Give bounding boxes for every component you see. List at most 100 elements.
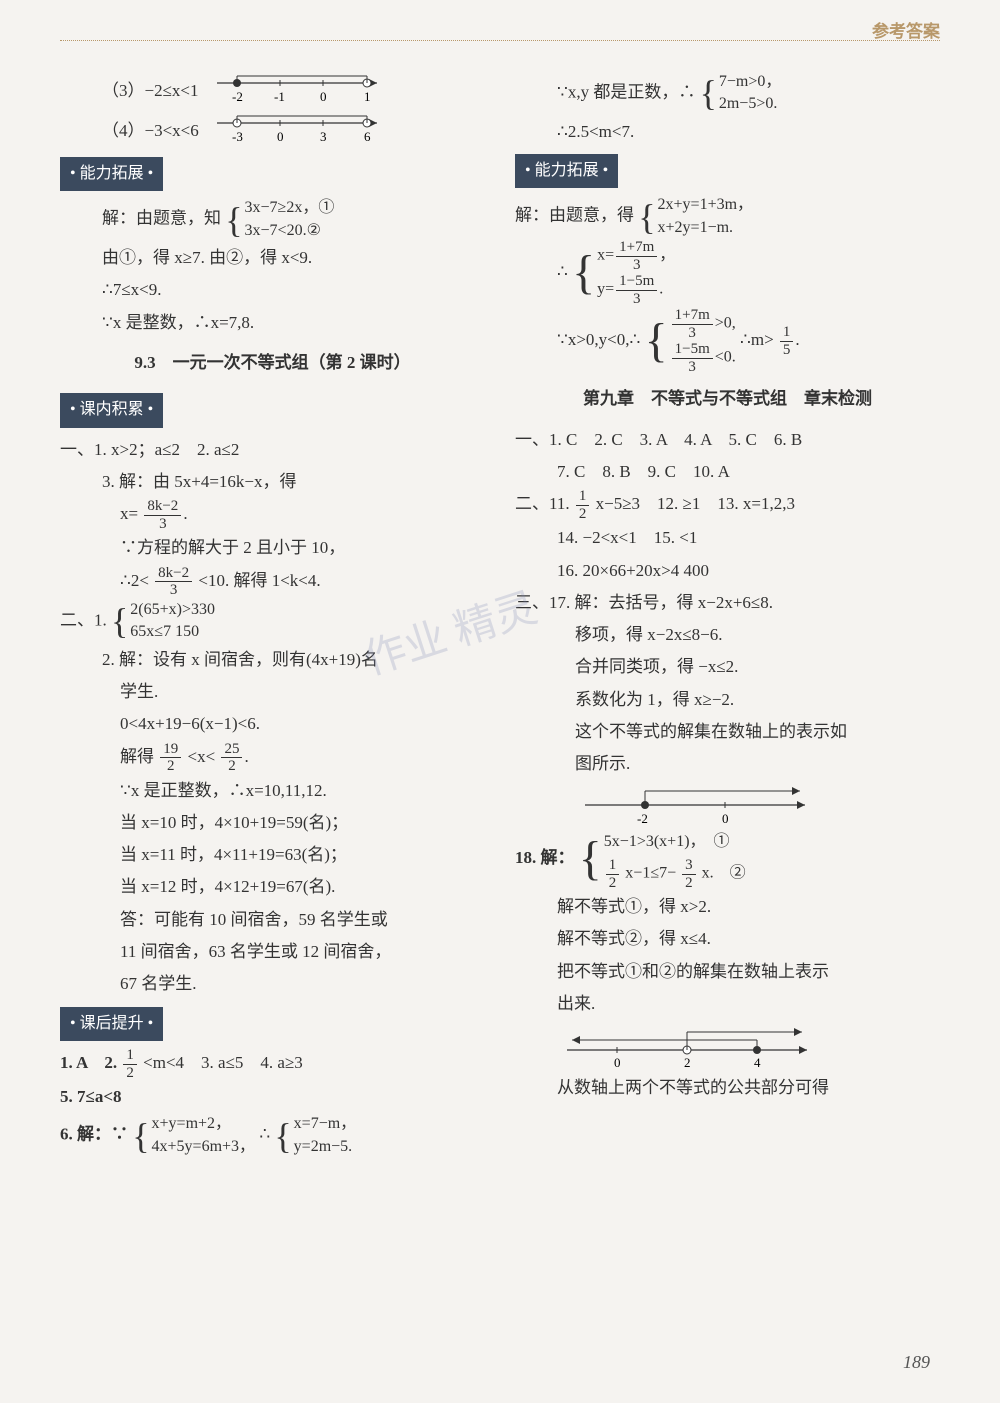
sys-line: x=7−m， [294,1113,357,1135]
sys-line: 4x+5y=6m+3， [152,1136,256,1158]
ii2d: ∵x 是正整数，∴x=10,11,12. [60,775,485,807]
ii2j: 67 名学生. [60,968,485,1000]
tag-ability-right: • 能力拓展 • [515,154,618,188]
item4-label: （4）−3<x<6 [102,115,199,147]
sys-line: 5x−1>3(x+1)， ① [604,827,746,857]
i3b: x= 8k−23. [60,498,485,532]
sys-line: 7−m>0， [719,71,782,93]
sys-line: y=2m−5. [294,1136,357,1158]
tag-after: • 课后提升 • [60,1007,163,1041]
sys-line: 2(65+x)>330 [130,599,215,621]
svg-text:6: 6 [364,129,371,144]
s17e: 这个不等式的解集在数轴上的表示如 [515,716,940,748]
a-row2: 5. 7≤a<8 [60,1081,485,1113]
r3-a: ∵x>0,y<0,∴ [557,330,640,349]
sol1a-text: 解：由题意，知 [102,209,221,228]
sys-line: 3x−7≥2x，① [245,197,335,219]
i3d-a: ∴2< [120,571,149,590]
svg-text:-2: -2 [232,89,243,104]
ii1-pre: 二、1. [60,610,107,629]
r2-sol: ∴ { x=1+7m3， y=1−5m3. [515,239,940,307]
r3s1t: >0, [715,315,736,332]
ii2f: 当 x=11 时，4×11+19=63(名)； [60,839,485,871]
ii2h: 答：可能有 10 间宿舍，59 名学生或 [60,904,485,936]
r1: ∵x,y 都是正数，∴ { 7−m>0， 2m−5>0. [515,71,940,116]
fb-pre: 二、11. [515,494,574,513]
r3s2t: <0. [715,349,736,366]
sys-line: 3x−7<20.② [245,220,335,242]
a6-pre: 6. 解：∵ [60,1125,128,1144]
s18: 18. 解： { 5x−1>3(x+1)， ① 12 x−1≤7− 32 x. … [515,827,940,891]
tag-inclass: • 课内积累 • [60,393,163,427]
tag-ability-left: • 能力拓展 • [60,157,163,191]
left-column: （3）−2≤x<1 -2 -1 0 1 [60,71,485,1158]
s18-numberline: 0 2 4 [515,1020,940,1072]
ii2b: 0<4x+19−6(x−1)<6. [60,708,485,740]
ii2e: 当 x=10 时，4×10+19=59(名)； [60,807,485,839]
page-number: 189 [903,1352,930,1373]
sol1-c: ∴7≤x<9. [60,274,485,306]
r3: ∵x>0,y<0,∴ { 1+7m3>0, 1−5m3<0. ∴m> 15. [515,307,940,375]
a-row1-b: <m<4 3. a≤5 4. a≥3 [143,1053,303,1072]
r2s2a: y= [597,281,614,298]
i3a: 3. 解：由 5x+4=16k−x，得 [60,466,485,498]
r2-a: 解：由题意，得 [515,206,634,225]
ii2a: 2. 解：设有 x 间宿舍，则有(4x+19)名 [60,644,485,676]
item-3: （3）−2≤x<1 -2 -1 0 1 [60,71,485,111]
fb-post: x−5≥3 12. ≥1 13. x=1,2,3 [596,494,795,513]
svg-text:4: 4 [754,1055,761,1070]
item-4: （4）−3<x<6 -3 0 3 6 [60,111,485,151]
ii2i: 11 间宿舍，63 名学生或 12 间宿舍， [60,936,485,968]
title-9-3: 9.3 一元一次不等式组（第 2 课时） [60,347,485,379]
i3d-b: <10. 解得 1<k<4. [198,571,320,590]
s18-post: x. ② [702,865,746,882]
svg-text:-2: -2 [637,811,648,826]
sol1-d: ∵x 是整数，∴x=7,8. [60,307,485,339]
r2: 解：由题意，得 { 2x+y=1+3m， x+2y=1−m. [515,194,940,239]
svg-text:0: 0 [277,129,284,144]
fb-row2: 14. −2<x<1 15. <1 [515,522,940,554]
ii1: 二、1. { 2(65+x)>330 65x≤7 150 [60,599,485,644]
numberline-4: -3 0 3 6 [207,111,387,151]
svg-text:0: 0 [722,811,729,826]
s18e: 从数轴上两个不等式的公共部分可得 [515,1072,940,1104]
s18c: 把不等式①和②的解集在数轴上表示 [515,956,940,988]
a6: 6. 解：∵ { x+y=m+2， 4x+5y=6m+3， ∴ { x=7−m，… [60,1113,485,1158]
sys-line: x+y=m+2， [152,1113,256,1135]
i3c: ∵方程的解大于 2 且小于 10， [60,532,485,564]
svg-text:1: 1 [364,89,371,104]
a-row1-a: 1. A 2. [60,1053,121,1072]
mc-row1: 一、1. C 2. C 3. A 4. A 5. C 6. B [515,424,940,456]
s17c: 合并同类项，得 −x≤2. [515,651,940,683]
svg-text:-1: -1 [274,89,285,104]
header-rule: 参考答案 [60,40,940,41]
s17f: 图所示. [515,748,940,780]
ii2c-mid: <x< [188,747,216,766]
r1-a: ∵x,y 都是正数，∴ [557,82,695,101]
i3b-lhs: x= [120,504,138,523]
s18-pre: 18. 解： [515,848,575,867]
r2-mid: ∴ [557,262,568,281]
svg-text:0: 0 [320,89,327,104]
right-column: ∵x,y 都是正数，∴ { 7−m>0， 2m−5>0. ∴2.5<m<7. •… [515,71,940,1158]
sys-line: 65x≤7 150 [130,621,215,643]
s18a: 解不等式①，得 x>2. [515,891,940,923]
ii2c: 解得 192 <x< 252. [60,741,485,775]
sys-line: x+2y=1−m. [658,217,754,239]
svg-text:3: 3 [320,129,327,144]
s17b: 移项，得 x−2x≤8−6. [515,619,940,651]
fb-row1: 二、11. 12 x−5≥3 12. ≥1 13. x=1,2,3 [515,488,940,522]
r1b: ∴2.5<m<7. [515,116,940,148]
chapter-title: 第九章 不等式与不等式组 章末检测 [515,383,940,415]
svg-text:2: 2 [684,1055,691,1070]
s17-numberline: -2 0 [515,781,940,827]
sol1-line-a: 解：由题意，知 { 3x−7≥2x，① 3x−7<20.② [60,197,485,242]
sol1-system: { 3x−7≥2x，① 3x−7<20.② [225,197,334,242]
s17a: 三、17. 解：去括号，得 x−2x+6≤8. [515,587,940,619]
sys-line: 2x+y=1+3m， [658,194,754,216]
fb-row3: 16. 20×66+20x>4 400 [515,555,940,587]
svg-text:0: 0 [614,1055,621,1070]
header-label: 参考答案 [872,17,940,42]
s18b: 解不等式②，得 x≤4. [515,923,940,955]
r2s1a: x= [597,247,614,264]
